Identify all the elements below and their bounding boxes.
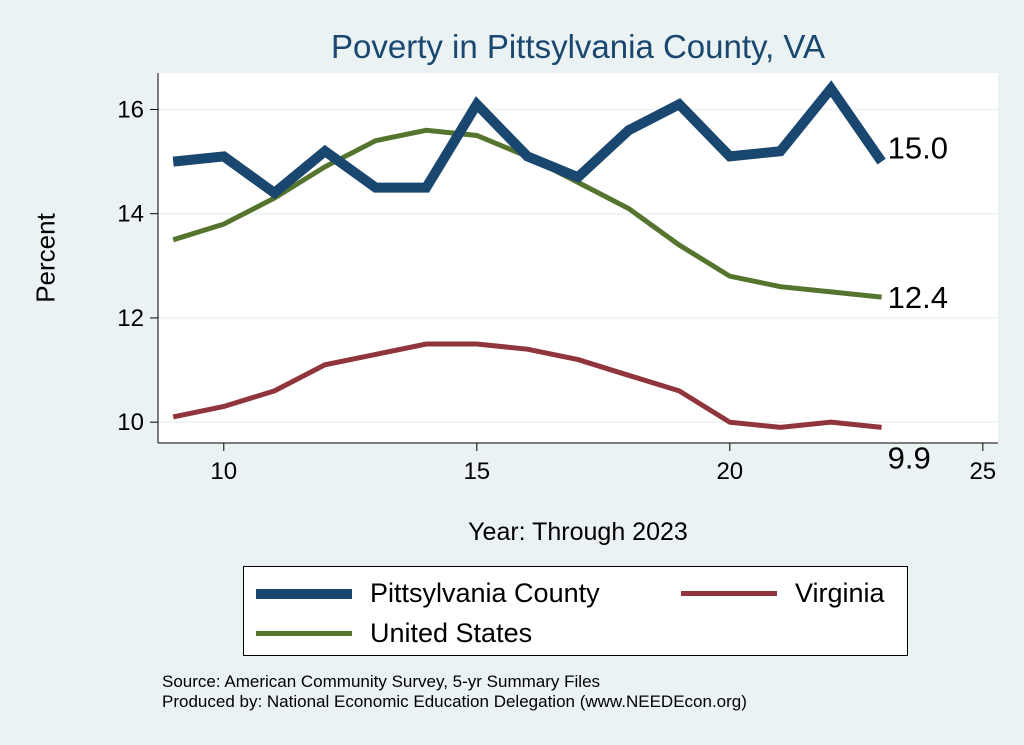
legend-item-virginia: Virginia bbox=[681, 578, 885, 609]
end-label-united-states: 12.4 bbox=[888, 280, 948, 315]
y-tick-label-16: 16 bbox=[117, 96, 144, 123]
produced-by-note: Produced by: National Economic Education… bbox=[162, 692, 747, 711]
x-tick-label-20: 20 bbox=[716, 458, 743, 485]
y-tick-label-10: 10 bbox=[117, 409, 144, 436]
x-tick-label-10: 10 bbox=[210, 458, 237, 485]
series-line-pittsylvania-county bbox=[172, 80, 886, 200]
series-lines bbox=[172, 80, 886, 430]
x-tick-label-15: 15 bbox=[463, 458, 490, 485]
chart-title: Poverty in Pittsylvania County, VA bbox=[331, 28, 825, 65]
legend-label-united-states: United States bbox=[370, 618, 533, 648]
legend: Pittsylvania County Virginia United Stat… bbox=[243, 566, 908, 656]
end-label-virginia: 9.9 bbox=[888, 440, 931, 475]
end-label-pittsylvania-county: 15.0 bbox=[888, 131, 948, 166]
y-axis-label: Percent bbox=[30, 213, 61, 303]
end-labels: 9.9 12.4 15.0 bbox=[888, 131, 948, 476]
x-axis-label: Year: Through 2023 bbox=[468, 518, 688, 546]
series-line-virginia bbox=[172, 341, 882, 430]
legend-item-united-states: United States bbox=[256, 618, 532, 649]
y-tick-label-14: 14 bbox=[117, 201, 144, 228]
legend-swatch-virginia bbox=[681, 591, 777, 596]
legend-label-pittsylvania: Pittsylvania County bbox=[370, 578, 600, 608]
y-tick-label-12: 12 bbox=[117, 305, 144, 332]
axes: 10 12 14 16 10 15 20 25 bbox=[117, 73, 998, 485]
gridlines bbox=[158, 108, 998, 423]
legend-swatch-united-states bbox=[256, 631, 352, 636]
legend-label-virginia: Virginia bbox=[795, 578, 885, 608]
source-note: Source: American Community Survey, 5-yr … bbox=[162, 672, 601, 691]
legend-swatch-pittsylvania bbox=[256, 588, 352, 599]
footer: Source: American Community Survey, 5-yr … bbox=[162, 672, 747, 712]
legend-item-pittsylvania: Pittsylvania County bbox=[256, 578, 600, 609]
x-tick-label-25: 25 bbox=[969, 458, 996, 485]
